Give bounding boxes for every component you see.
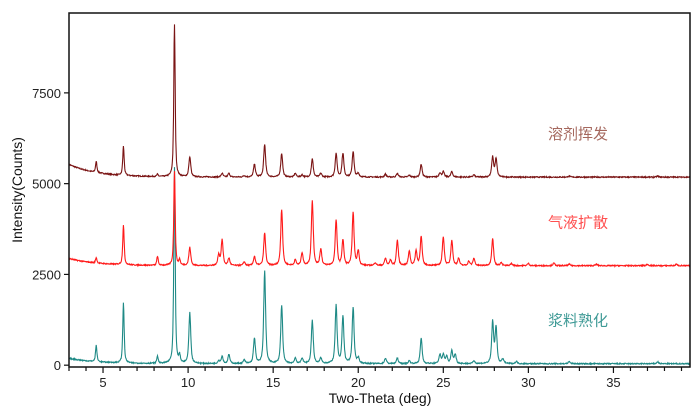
y-axis-label: Intensity(Counts)	[9, 137, 25, 243]
series-label: 溶剂挥发	[548, 125, 608, 143]
series-line-1	[68, 171, 691, 269]
x-tick-label: 15	[266, 375, 280, 390]
x-tick-label: 25	[436, 375, 450, 390]
y-tick-label: 7500	[32, 86, 61, 101]
y-tick-label: 2500	[32, 267, 61, 282]
x-tick-label: 5	[99, 375, 106, 390]
x-axis: 5 10 15 20 25 30 35	[68, 367, 683, 390]
series-label: 气液扩散	[548, 214, 608, 232]
x-tick-label: 10	[181, 375, 195, 390]
plot-frame	[68, 12, 691, 368]
y-tick-label: 0	[54, 358, 61, 373]
series-label: 浆料熟化	[548, 312, 608, 330]
series-line-0	[68, 24, 690, 180]
x-tick-label: 30	[521, 375, 535, 390]
traces	[68, 24, 691, 366]
x-tick-label: 35	[606, 375, 620, 390]
series-line-2	[68, 167, 691, 366]
y-axis: 0 2500 5000 7500	[32, 86, 69, 373]
x-tick-label: 20	[351, 375, 365, 390]
y-tick-label: 5000	[32, 177, 61, 192]
x-axis-label: Two-Theta (deg)	[329, 390, 432, 406]
